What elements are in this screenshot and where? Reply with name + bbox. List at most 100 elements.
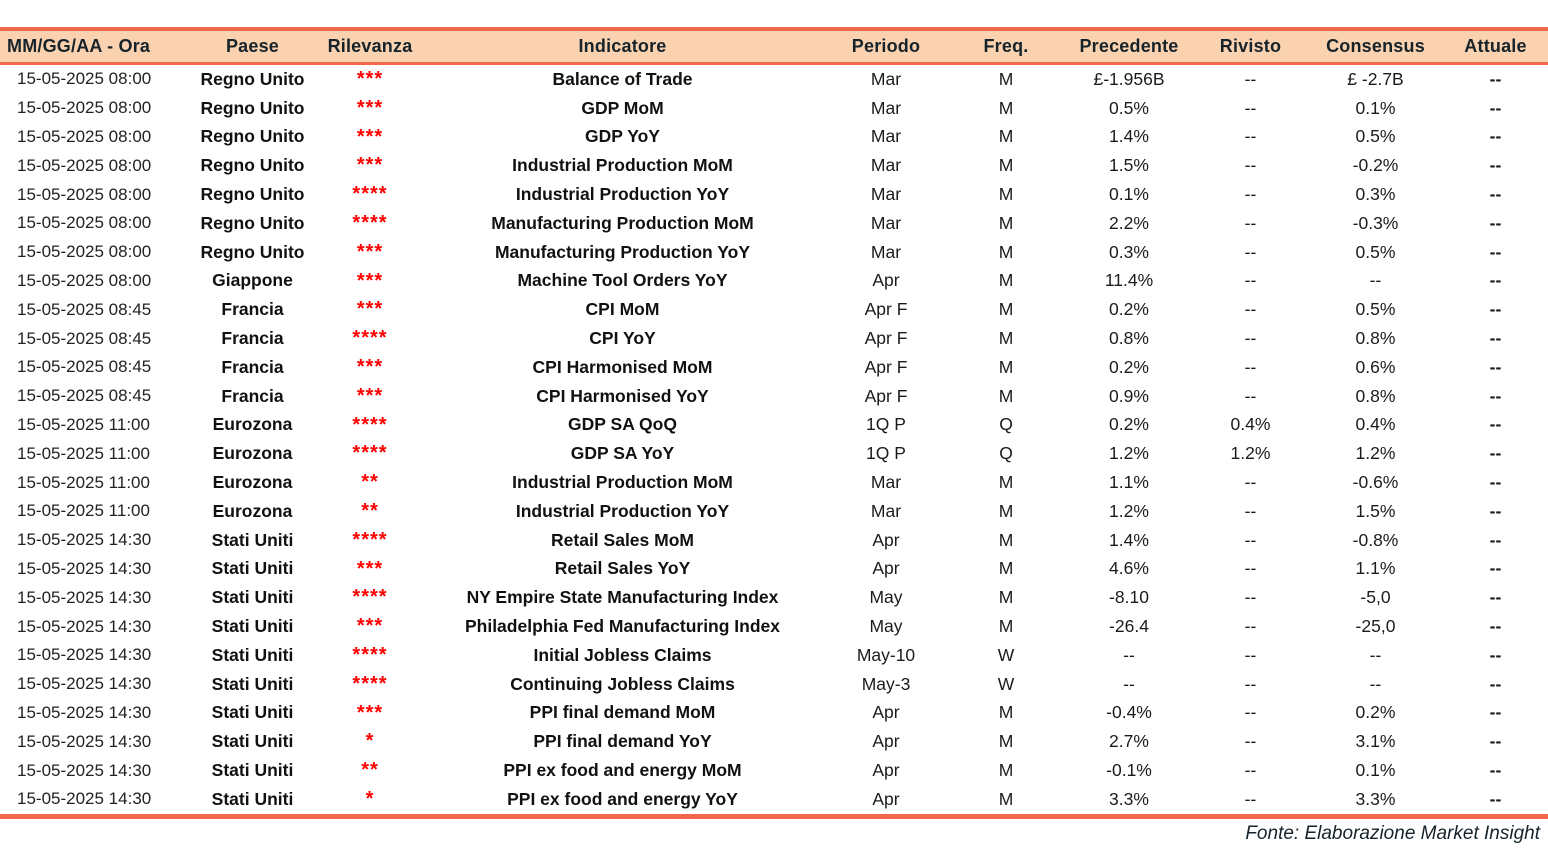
cell-period: Mar bbox=[870, 241, 902, 262]
cell-actual: -- bbox=[1489, 328, 1502, 349]
cell-country: Regno Unito bbox=[200, 97, 305, 118]
cell-datetime: 15-05-2025 14:30 bbox=[17, 645, 152, 665]
cell-period: Apr bbox=[872, 731, 900, 752]
cell-country: Regno Unito bbox=[200, 68, 305, 89]
cell-actual: -- bbox=[1489, 558, 1502, 579]
cell-actual: -- bbox=[1489, 155, 1502, 176]
cell-indicator: PPI final demand MoM bbox=[529, 702, 716, 723]
cell-actual: -- bbox=[1489, 356, 1502, 377]
cell-consensus: 1.1% bbox=[1355, 558, 1396, 579]
cell-previous: 4.6% bbox=[1109, 558, 1149, 579]
cell-previous: 2.2% bbox=[1109, 212, 1149, 233]
cell-datetime: 15-05-2025 08:00 bbox=[17, 155, 152, 175]
cell-revised: -- bbox=[1244, 788, 1257, 809]
header-cell-relevance: Rilevanza bbox=[320, 29, 420, 65]
cell-period: Mar bbox=[870, 184, 902, 205]
cell-datetime: 15-05-2025 08:00 bbox=[17, 270, 152, 290]
cell-consensus: -5,0 bbox=[1360, 587, 1391, 608]
cell-freq: M bbox=[998, 270, 1014, 291]
cell-country: Regno Unito bbox=[200, 241, 305, 262]
cell-previous: 1.2% bbox=[1109, 500, 1149, 521]
cell-revised: -- bbox=[1244, 97, 1257, 118]
cell-country: Regno Unito bbox=[200, 155, 305, 176]
cell-actual: -- bbox=[1489, 184, 1502, 205]
cell-actual: -- bbox=[1489, 414, 1502, 435]
cell-period: Mar bbox=[870, 126, 902, 147]
cell-actual: -- bbox=[1489, 673, 1502, 694]
cell-freq: W bbox=[997, 644, 1015, 665]
cell-previous: 1.2% bbox=[1109, 443, 1149, 464]
cell-country: Eurozona bbox=[212, 414, 293, 435]
cell-indicator: CPI Harmonised YoY bbox=[536, 385, 709, 406]
cell-period: Mar bbox=[870, 68, 902, 89]
cell-freq: Q bbox=[999, 414, 1013, 435]
cell-freq: M bbox=[998, 587, 1014, 608]
cell-consensus: -- bbox=[1369, 673, 1382, 694]
table-row: 15-05-2025 11:00 Eurozona **** GDP SA QoQ 1Q… bbox=[0, 411, 1548, 440]
cell-relevance: * bbox=[365, 730, 375, 753]
cell-indicator: GDP SA QoQ bbox=[568, 414, 677, 435]
table-row: 15-05-2025 08:45 Francia *** CPI MoM Apr F M 0… bbox=[0, 295, 1548, 324]
table-row: 15-05-2025 11:00 Eurozona ** Industrial Pro… bbox=[0, 468, 1548, 497]
cell-country: Stati Uniti bbox=[211, 529, 294, 550]
cell-previous: -26.4 bbox=[1109, 616, 1149, 637]
cell-previous: 1.4% bbox=[1109, 529, 1149, 550]
cell-datetime: 15-05-2025 14:30 bbox=[17, 789, 152, 809]
cell-country: Stati Uniti bbox=[211, 558, 294, 579]
cell-indicator: GDP MoM bbox=[581, 97, 664, 118]
table-row: 15-05-2025 08:45 Francia **** CPI YoY Apr F M… bbox=[0, 324, 1548, 353]
cell-actual: -- bbox=[1489, 68, 1502, 89]
cell-country: Stati Uniti bbox=[211, 673, 294, 694]
cell-period: Apr F bbox=[864, 299, 908, 320]
cell-freq: M bbox=[998, 328, 1014, 349]
cell-freq: M bbox=[998, 299, 1014, 320]
cell-relevance: *** bbox=[356, 125, 384, 148]
cell-datetime: 15-05-2025 08:00 bbox=[17, 126, 152, 146]
cell-datetime: 15-05-2025 08:00 bbox=[17, 213, 152, 233]
header-cell-revised: Rivisto bbox=[1193, 29, 1308, 65]
cell-previous: 0.2% bbox=[1109, 299, 1149, 320]
cell-previous: 0.1% bbox=[1109, 184, 1149, 205]
cell-freq: M bbox=[998, 500, 1014, 521]
cell-previous: 1.1% bbox=[1109, 472, 1149, 493]
cell-datetime: 15-05-2025 14:30 bbox=[17, 760, 152, 780]
cell-country: Regno Unito bbox=[200, 126, 305, 147]
cell-datetime: 15-05-2025 14:30 bbox=[17, 702, 152, 722]
cell-datetime: 15-05-2025 08:45 bbox=[17, 328, 152, 348]
cell-revised: -- bbox=[1244, 126, 1257, 147]
cell-relevance: *** bbox=[356, 68, 384, 90]
cell-relevance: * bbox=[365, 787, 375, 810]
cell-indicator: Manufacturing Production YoY bbox=[494, 241, 751, 262]
cell-relevance: **** bbox=[352, 327, 388, 350]
cell-period: Apr bbox=[872, 760, 900, 781]
cell-relevance: *** bbox=[356, 384, 384, 407]
table-row: 15-05-2025 14:30 Stati Uniti *** Retail Sal… bbox=[0, 555, 1548, 584]
cell-previous: -0.1% bbox=[1106, 760, 1152, 781]
cell-freq: M bbox=[998, 616, 1014, 637]
cell-relevance: *** bbox=[356, 96, 384, 119]
cell-freq: M bbox=[998, 356, 1014, 377]
cell-previous: -8.10 bbox=[1109, 587, 1149, 608]
cell-country: Francia bbox=[221, 385, 284, 406]
cell-revised: 1.2% bbox=[1230, 443, 1271, 464]
cell-consensus: -0.2% bbox=[1352, 155, 1399, 176]
cell-actual: -- bbox=[1489, 241, 1502, 262]
table-row: 15-05-2025 08:00 Giappone *** Machine Tool … bbox=[0, 267, 1548, 296]
cell-indicator: Industrial Production YoY bbox=[515, 184, 730, 205]
cell-freq: M bbox=[998, 788, 1014, 809]
cell-country: Francia bbox=[221, 299, 284, 320]
cell-period: Apr bbox=[872, 270, 900, 291]
cell-freq: M bbox=[998, 760, 1014, 781]
cell-relevance: **** bbox=[352, 528, 388, 551]
cell-revised: -- bbox=[1244, 356, 1257, 377]
cell-previous: -- bbox=[1123, 644, 1135, 665]
cell-consensus: 0.8% bbox=[1355, 385, 1396, 406]
cell-actual: -- bbox=[1489, 385, 1502, 406]
header-cell-previous: Precedente bbox=[1065, 29, 1193, 65]
cell-consensus: 0.5% bbox=[1355, 126, 1396, 147]
cell-datetime: 15-05-2025 08:00 bbox=[17, 69, 152, 89]
cell-period: May-10 bbox=[856, 644, 916, 665]
cell-consensus: 0.3% bbox=[1355, 184, 1396, 205]
cell-previous: 0.2% bbox=[1109, 414, 1149, 435]
